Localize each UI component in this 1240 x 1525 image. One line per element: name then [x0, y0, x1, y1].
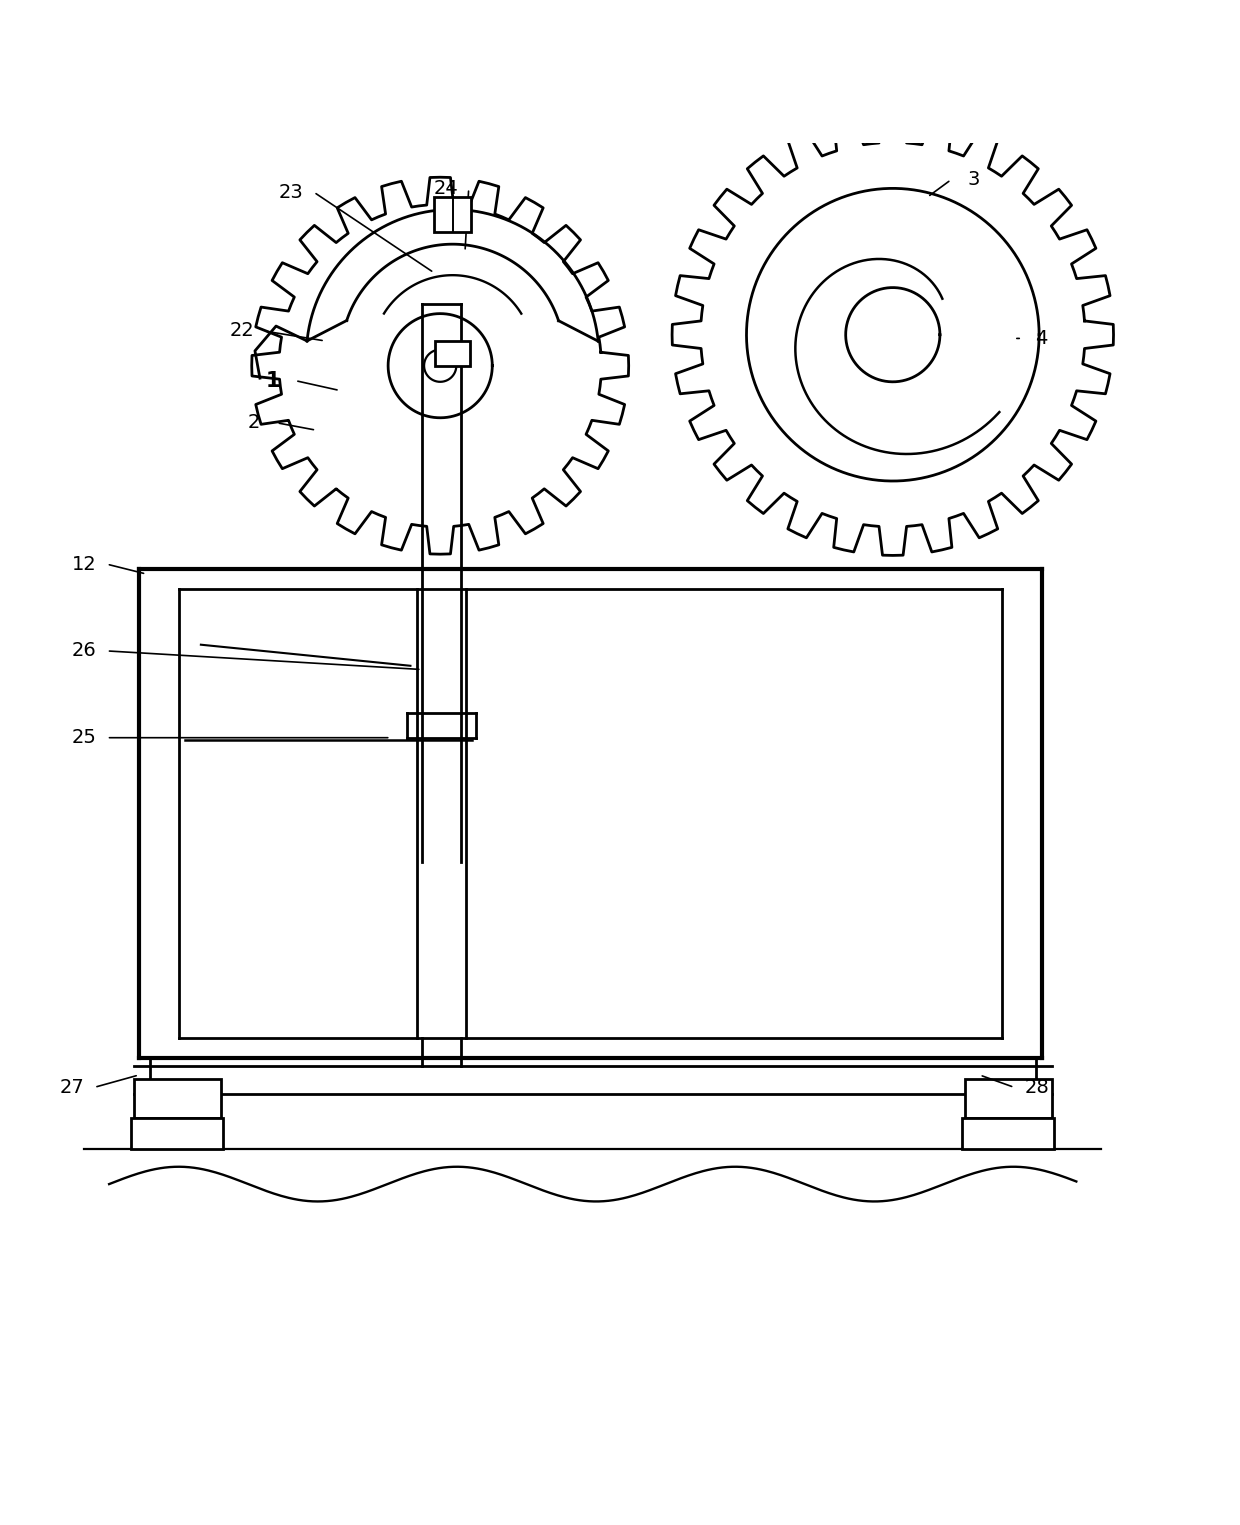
Bar	[434, 197, 471, 232]
Bar	[131, 1118, 223, 1150]
Text: 27: 27	[60, 1078, 84, 1096]
Text: 24: 24	[434, 178, 459, 198]
Bar	[962, 1118, 1054, 1150]
Bar	[965, 1078, 1052, 1118]
Bar	[134, 1078, 221, 1118]
Text: 4: 4	[1035, 329, 1048, 348]
Bar	[435, 342, 470, 366]
Text: 1: 1	[265, 371, 280, 390]
Text: 23: 23	[279, 183, 304, 201]
Text: 22: 22	[229, 322, 254, 340]
Text: 2: 2	[248, 413, 260, 432]
Text: 28: 28	[1024, 1078, 1049, 1096]
Text: 25: 25	[72, 729, 97, 747]
Text: 26: 26	[72, 642, 97, 660]
Text: 12: 12	[72, 555, 97, 573]
Text: 3: 3	[967, 171, 980, 189]
